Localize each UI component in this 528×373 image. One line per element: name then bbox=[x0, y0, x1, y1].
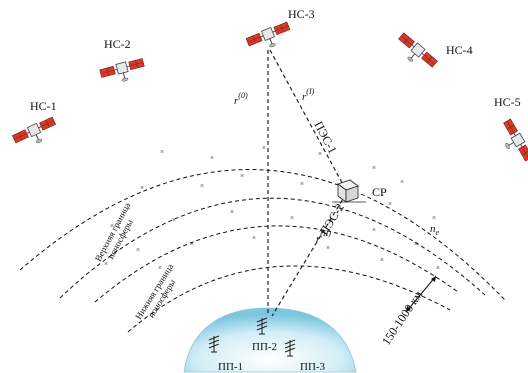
altitude-label: 150-1000 км bbox=[379, 288, 426, 348]
svg-text:×: × bbox=[318, 150, 322, 158]
satellite-3-label: НС-3 bbox=[288, 7, 315, 21]
svg-text:×: × bbox=[252, 234, 256, 242]
svg-text:×: × bbox=[326, 244, 330, 252]
range-r1-base: r bbox=[302, 91, 307, 103]
ground-point-3-label: ПП-3 bbox=[300, 361, 326, 373]
svg-text:×: × bbox=[432, 214, 436, 222]
satellite-2-label: НС-2 bbox=[104, 37, 131, 51]
receiver-icon bbox=[332, 179, 366, 203]
range-r0-sup: (0) bbox=[238, 91, 248, 100]
svg-text:×: × bbox=[172, 216, 176, 224]
range-r2-label: r(II) bbox=[316, 229, 331, 245]
svg-text:×: × bbox=[290, 214, 294, 222]
satellite-3-icon bbox=[245, 20, 294, 56]
outer-upper-boundary-arc bbox=[19, 169, 506, 301]
satellite-5-label: НС-5 bbox=[494, 95, 521, 109]
svg-text:×: × bbox=[372, 226, 376, 234]
altitude-arrow bbox=[405, 275, 437, 313]
satellite-1-label: НС-1 bbox=[30, 99, 57, 113]
svg-text:×: × bbox=[262, 144, 266, 152]
electron-density-sub: e bbox=[436, 228, 440, 237]
ground-point-1-label: ПП-1 bbox=[218, 361, 243, 373]
range-r0-label: r(0) bbox=[234, 91, 248, 107]
upper-ionosphere-boundary-arc bbox=[59, 197, 486, 299]
svg-text:×: × bbox=[104, 260, 108, 268]
svg-text:×: × bbox=[140, 184, 144, 192]
svg-text:×: × bbox=[230, 208, 234, 216]
svg-text:×: × bbox=[110, 222, 114, 230]
svg-text:×: × bbox=[400, 178, 404, 186]
svg-text:×: × bbox=[136, 246, 140, 254]
electron-density-label: ne bbox=[430, 223, 440, 237]
satellite-4-icon bbox=[391, 31, 439, 75]
svg-text:×: × bbox=[300, 180, 304, 188]
range-r2-sup: (II) bbox=[320, 229, 331, 238]
svg-text:×: × bbox=[158, 264, 162, 272]
satellite-1-icon bbox=[11, 115, 61, 153]
electron-dots: × × × × × × × × × × × × × × × × × × × × × × × × × × bbox=[104, 144, 440, 272]
ray-pes2 bbox=[271, 193, 347, 317]
range-r1-sup: (I) bbox=[306, 87, 314, 96]
satellite-5-icon bbox=[494, 117, 528, 167]
path-pes1-label: ПЭС-1 bbox=[311, 119, 340, 156]
svg-text:×: × bbox=[388, 200, 392, 208]
svg-text:×: × bbox=[200, 182, 204, 190]
svg-text:×: × bbox=[190, 240, 194, 248]
ray-pes1 bbox=[269, 49, 347, 191]
ground-point-2-label: ПП-2 bbox=[252, 341, 277, 353]
upper-boundary-label: Верхняя граница ионосферы bbox=[93, 199, 142, 268]
svg-text:×: × bbox=[372, 164, 376, 172]
svg-text:×: × bbox=[436, 264, 440, 272]
earth-dome bbox=[183, 307, 357, 373]
svg-text:×: × bbox=[210, 154, 214, 162]
satellite-2-icon bbox=[98, 56, 148, 88]
svg-text:×: × bbox=[240, 172, 244, 180]
receiver-label: СР bbox=[372, 185, 387, 199]
middle-boundary-arc bbox=[94, 225, 459, 303]
range-r2-base: r bbox=[316, 233, 321, 245]
path-pes2-label: ПЭС-2 bbox=[317, 201, 347, 238]
svg-text:×: × bbox=[380, 256, 384, 264]
svg-text:×: × bbox=[414, 240, 418, 248]
range-r0-base: r bbox=[234, 95, 239, 107]
svg-text:×: × bbox=[160, 148, 164, 156]
electron-density-symbol: n bbox=[430, 223, 436, 235]
range-r1-label: r(I) bbox=[302, 87, 315, 103]
satellite-4-label: НС-4 bbox=[446, 43, 473, 57]
